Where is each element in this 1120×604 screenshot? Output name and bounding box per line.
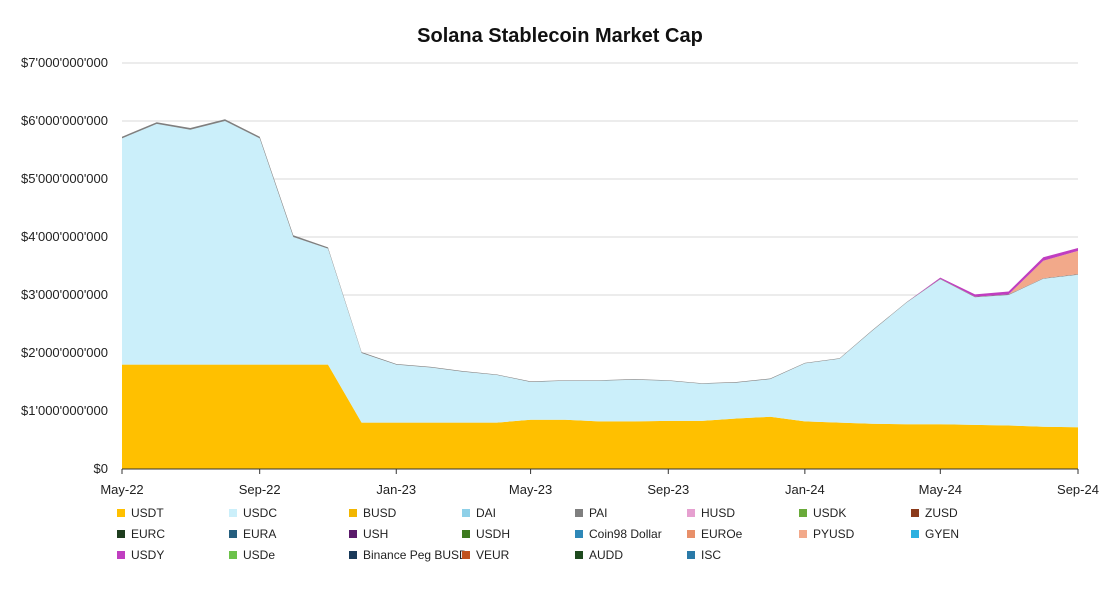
legend-swatch bbox=[117, 508, 125, 517]
legend-item: USDT bbox=[117, 502, 164, 523]
legend-label: BUSD bbox=[363, 505, 397, 520]
legend-item: ISC bbox=[687, 544, 721, 565]
legend-swatch bbox=[349, 508, 357, 517]
legend-swatch bbox=[462, 550, 470, 559]
y-tick-label: $7'000'000'000 bbox=[21, 55, 108, 70]
legend-label: PYUSD bbox=[813, 526, 855, 541]
legend-label: EUROe bbox=[701, 526, 743, 541]
legend-label: AUDD bbox=[589, 547, 624, 562]
legend-item: ZUSD bbox=[911, 502, 958, 523]
legend-label: Coin98 Dollar bbox=[589, 526, 662, 541]
legend-item: USDe bbox=[229, 544, 275, 565]
x-tick-label: Sep-24 bbox=[1057, 482, 1099, 497]
legend-label: USDC bbox=[243, 505, 278, 520]
legend-label: USDY bbox=[131, 547, 165, 562]
legend-swatch bbox=[911, 508, 919, 517]
axes: $0 $1'000'000'000 $2'000'000'000 $3'000'000… bbox=[21, 55, 1099, 497]
legend-swatch bbox=[575, 508, 583, 517]
legend-item: USDY bbox=[117, 544, 164, 565]
legend-label: HUSD bbox=[701, 505, 736, 520]
legend: USDT USDC BUSD DAI PAI HUSD USDK ZUSD EURC EURA US… bbox=[117, 502, 1117, 565]
y-tick-label: $5'000'000'000 bbox=[21, 171, 108, 186]
legend-swatch bbox=[462, 508, 470, 517]
legend-row: USDY USDe Binance Peg BUSD VEUR AUDD ISC bbox=[117, 544, 1117, 565]
legend-label: GYEN bbox=[925, 526, 960, 541]
x-tick-label: May-22 bbox=[100, 482, 143, 497]
legend-swatch bbox=[687, 550, 695, 559]
legend-label: USH bbox=[363, 526, 389, 541]
legend-label: ZUSD bbox=[925, 505, 958, 520]
legend-item: EUROe bbox=[687, 523, 742, 544]
legend-swatch bbox=[687, 508, 695, 517]
legend-label: USDT bbox=[131, 505, 164, 520]
legend-label: DAI bbox=[476, 505, 497, 520]
legend-swatch bbox=[687, 529, 695, 538]
legend-label: USDK bbox=[813, 505, 847, 520]
y-tick-label: $2'000'000'000 bbox=[21, 345, 108, 360]
legend-label: EURC bbox=[131, 526, 166, 541]
x-tick-label: Sep-22 bbox=[239, 482, 281, 497]
legend-row: EURC EURA USH USDH Coin98 Dollar EUROe PYUSD GY… bbox=[117, 523, 1117, 544]
legend-item: USDK bbox=[799, 502, 846, 523]
legend-item: HUSD bbox=[687, 502, 735, 523]
legend-item: PYUSD bbox=[799, 523, 854, 544]
x-tick-label: Jan-23 bbox=[376, 482, 416, 497]
legend-swatch bbox=[575, 529, 583, 538]
y-tick-label: $0 bbox=[94, 461, 108, 476]
legend-item: PAI bbox=[575, 502, 607, 523]
legend-item: GYEN bbox=[911, 523, 959, 544]
legend-swatch bbox=[349, 529, 357, 538]
legend-label: USDH bbox=[476, 526, 511, 541]
y-tick-label: $1'000'000'000 bbox=[21, 403, 108, 418]
legend-label: PAI bbox=[589, 505, 608, 520]
legend-swatch bbox=[462, 529, 470, 538]
legend-item: BUSD bbox=[349, 502, 396, 523]
x-tick-label: Jan-24 bbox=[785, 482, 825, 497]
legend-row: USDT USDC BUSD DAI PAI HUSD USDK ZUSD bbox=[117, 502, 1117, 523]
legend-swatch bbox=[799, 529, 807, 538]
legend-label: Binance Peg BUSD bbox=[363, 547, 468, 562]
legend-label: ISC bbox=[701, 547, 722, 562]
legend-swatch bbox=[575, 550, 583, 559]
legend-item: USDC bbox=[229, 502, 277, 523]
legend-item: EURA bbox=[229, 523, 276, 544]
legend-swatch bbox=[799, 508, 807, 517]
legend-swatch bbox=[349, 550, 357, 559]
x-tick-label: May-23 bbox=[509, 482, 552, 497]
area-usdc bbox=[122, 121, 1078, 428]
y-tick-label: $4'000'000'000 bbox=[21, 229, 108, 244]
legend-swatch bbox=[911, 529, 919, 538]
stacked-areas bbox=[122, 119, 1078, 469]
legend-label: USDe bbox=[243, 547, 276, 562]
legend-item: DAI bbox=[462, 502, 496, 523]
legend-swatch bbox=[229, 529, 237, 538]
chart-title: Solana Stablecoin Market Cap bbox=[417, 25, 703, 47]
legend-swatch bbox=[229, 508, 237, 517]
x-tick-label: Sep-23 bbox=[647, 482, 689, 497]
legend-item: EURC bbox=[117, 523, 165, 544]
legend-item: AUDD bbox=[575, 544, 623, 565]
y-tick-label: $6'000'000'000 bbox=[21, 113, 108, 128]
legend-item: VEUR bbox=[462, 544, 509, 565]
x-tick-label: May-24 bbox=[919, 482, 962, 497]
legend-swatch bbox=[117, 550, 125, 559]
legend-item: Coin98 Dollar bbox=[575, 523, 662, 544]
legend-item: USDH bbox=[462, 523, 510, 544]
legend-swatch bbox=[229, 550, 237, 559]
legend-item: Binance Peg BUSD bbox=[349, 544, 468, 565]
area-usdt bbox=[122, 364, 1078, 469]
legend-swatch bbox=[117, 529, 125, 538]
legend-item: USH bbox=[349, 523, 388, 544]
legend-label: EURA bbox=[243, 526, 277, 541]
y-tick-label: $3'000'000'000 bbox=[21, 287, 108, 302]
legend-label: VEUR bbox=[476, 547, 510, 562]
